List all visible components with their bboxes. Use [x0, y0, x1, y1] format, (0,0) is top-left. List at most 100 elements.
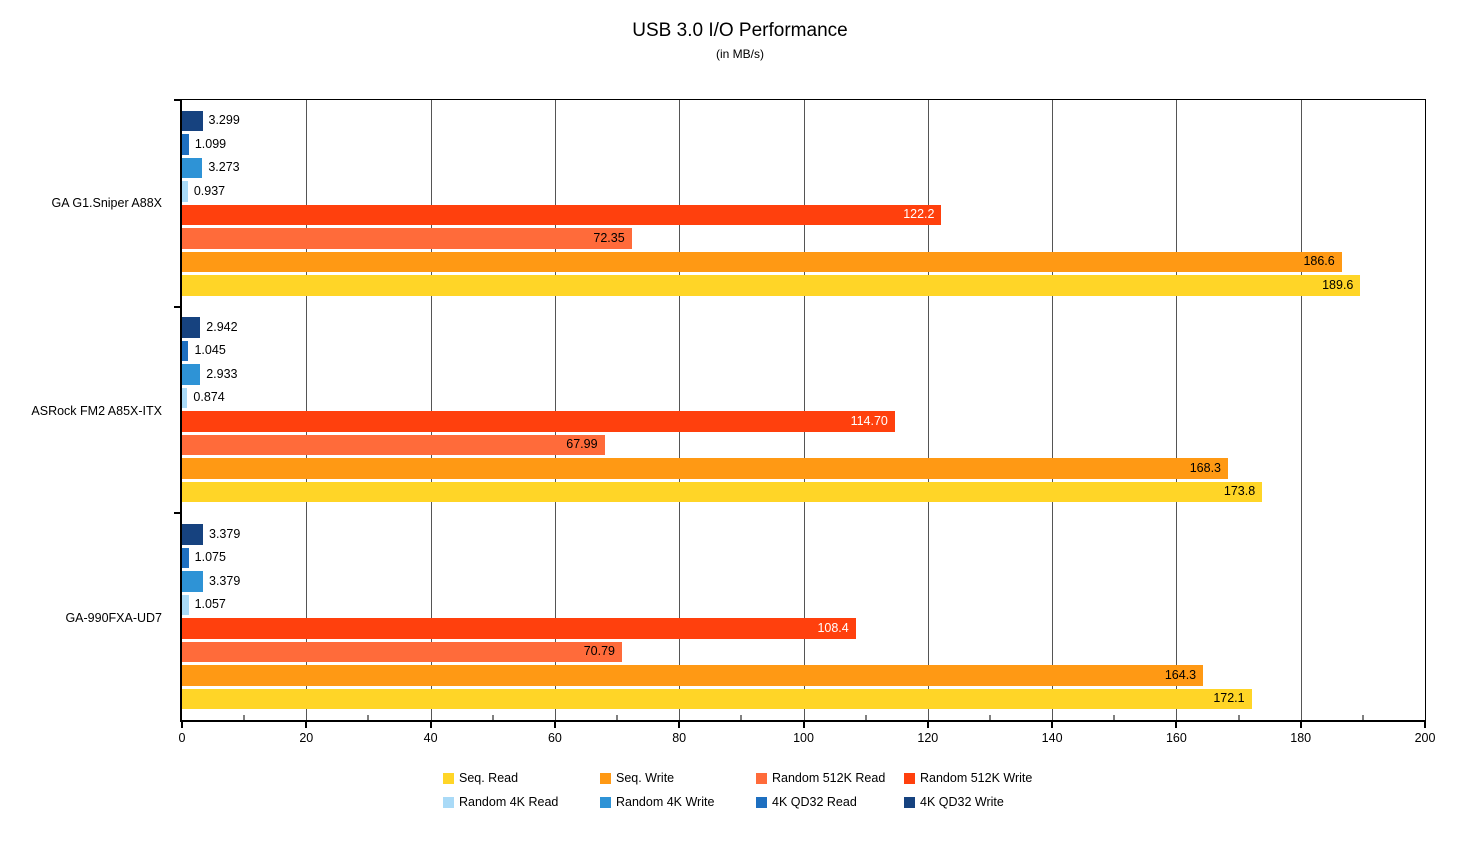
y-axis-tick: [174, 305, 182, 308]
category-label: GA G1.Sniper A88X: [51, 195, 163, 210]
legend-item-4k-qd32-write: 4K QD32 Write: [904, 795, 1032, 809]
x-axis-minor-tick: [740, 715, 742, 720]
x-axis-tick-label: 140: [1041, 731, 1063, 745]
x-axis-major-tick: [553, 722, 556, 728]
legend-item-random-512k-write: Random 512K Write: [904, 771, 1032, 785]
bar-row: 1.057: [182, 593, 1425, 617]
x-axis-minor-tick: [1113, 715, 1115, 720]
x-axis-major-tick: [802, 722, 805, 728]
bar-row: 0.937: [182, 180, 1425, 204]
bar-value-label: 2.933: [206, 366, 238, 381]
bar-value-label: 0.874: [193, 390, 225, 405]
bar-seq-read: [182, 481, 1263, 503]
bar-4k-qd32-write: [182, 110, 203, 132]
bar-random-4k-write: [182, 364, 201, 385]
bar-row: 1.099: [182, 133, 1425, 157]
bar-4k-qd32-read: [182, 340, 189, 362]
bar-4k-qd32-read: [182, 134, 189, 155]
bar-value-label: 173.8: [1223, 484, 1256, 499]
legend-swatch-icon: [904, 772, 915, 784]
legend-swatch-icon: [600, 772, 611, 784]
bar-row: 1.075: [182, 546, 1425, 570]
bar-value-label: 168.3: [1189, 460, 1221, 475]
category-label: GA-990FXA-UD7: [65, 611, 162, 626]
bar-row: 2.942: [182, 316, 1425, 340]
legend-label: Random 512K Write: [920, 771, 1033, 785]
bar-row: 3.379: [182, 523, 1425, 547]
legend-item-seq-read: Seq. Read: [443, 771, 600, 785]
bar-row: 0.874: [182, 386, 1425, 410]
y-axis-tick: [174, 99, 182, 101]
bar-seq-write: [182, 251, 1342, 273]
category-group: 3.379 1.075 3.379 1.057 108.4 70.79 164.3 172.1: [182, 513, 1425, 720]
bar-group: 3.379 1.075 3.379 1.057 108.4 70.79 164.3 172.1: [182, 523, 1425, 711]
bar-row: 172.1: [182, 687, 1425, 711]
bar-group: 2.942 1.045 2.933 0.874 114.70 67.99 168.3 173.…: [182, 316, 1425, 504]
legend-label: 4K QD32 Write: [920, 795, 1004, 809]
bar-row: 3.379: [182, 570, 1425, 594]
x-axis-tick-label: 120: [917, 731, 939, 745]
bar-value-label: 114.70: [850, 413, 888, 428]
x-axis-tick-label: 20: [299, 731, 314, 745]
bar-random-512k-read: [182, 434, 605, 456]
gridline: [927, 100, 929, 720]
bar-row: 164.3: [182, 664, 1425, 688]
x-axis-tick-label: 180: [1290, 731, 1312, 745]
legend-label: Random 4K Read: [459, 795, 559, 809]
bar-value-label: 108.4: [817, 620, 849, 635]
legend-label: 4K QD32 Read: [772, 795, 857, 809]
legend-item-4k-qd32-read: 4K QD32 Read: [756, 795, 904, 809]
gridline: [430, 100, 432, 720]
bar-random-512k-write: [182, 411, 895, 432]
y-axis-tick: [174, 512, 182, 515]
x-axis-minor-tick: [989, 715, 991, 720]
bar-value-label: 1.075: [194, 550, 226, 565]
bar-4k-qd32-write: [182, 524, 203, 545]
x-axis-major-tick: [305, 722, 308, 728]
category-labels: GA G1.Sniper A88X ASRock FM2 A85X-ITX GA-9…: [0, 99, 170, 722]
bar-row: 72.35: [182, 227, 1425, 251]
bar-value-label: 67.99: [566, 437, 598, 452]
legend-item-random-4k-write: Random 4K Write: [600, 795, 756, 809]
x-axis-minor-tick: [865, 715, 867, 720]
category-label: ASRock FM2 A85X-ITX: [31, 403, 162, 418]
bar-row: 70.79: [182, 640, 1425, 664]
gridline: [679, 100, 681, 720]
bar-random-512k-write: [182, 618, 856, 639]
legend-swatch-icon: [443, 772, 454, 784]
bar-row: 168.3: [182, 457, 1425, 481]
legend-item-random-4k-read: Random 4K Read: [443, 795, 600, 809]
gridline: [554, 100, 556, 720]
bar-row: 186.6: [182, 250, 1425, 274]
chart-title: USB 3.0 I/O Performance: [632, 20, 848, 41]
bar-value-label: 2.942: [206, 319, 238, 334]
bar-value-label: 1.045: [194, 343, 226, 358]
x-axis-minor-tick: [1362, 715, 1364, 720]
x-axis-major-tick: [1175, 722, 1178, 728]
bar-row: 3.273: [182, 156, 1425, 180]
x-axis-major-tick: [1051, 722, 1054, 728]
bar-random-4k-read: [182, 181, 188, 202]
bar-value-label: 0.937: [193, 183, 226, 198]
bar-seq-read: [182, 688, 1252, 710]
x-axis-minor-tick: [1238, 715, 1240, 720]
bar-seq-read: [182, 275, 1361, 296]
x-axis-minor-tick: [367, 715, 369, 720]
bar-random-4k-read: [182, 594, 189, 616]
x-axis-minor-tick: [616, 715, 618, 720]
gridline: [306, 100, 308, 720]
bar-value-label: 3.299: [208, 113, 240, 128]
x-axis-major-tick: [181, 722, 183, 728]
x-axis: 0 20 40 60 80 100 120 140 160 180 200: [179, 715, 1435, 756]
x-axis-tick-label: 60: [547, 731, 562, 745]
bar-seq-write: [182, 458, 1228, 479]
legend-label: Seq. Read: [459, 771, 519, 785]
legend-swatch-icon: [600, 796, 611, 808]
legend: Seq. Read Seq. Write Random 512K Read Rando…: [443, 771, 1032, 809]
bar-random-4k-write: [182, 571, 203, 592]
bar-random-512k-read: [182, 641, 622, 663]
bar-random-512k-read: [182, 228, 632, 249]
bar-value-label: 189.6: [1322, 277, 1354, 292]
bar-random-512k-write: [182, 204, 942, 226]
legend-swatch-icon: [756, 772, 767, 784]
